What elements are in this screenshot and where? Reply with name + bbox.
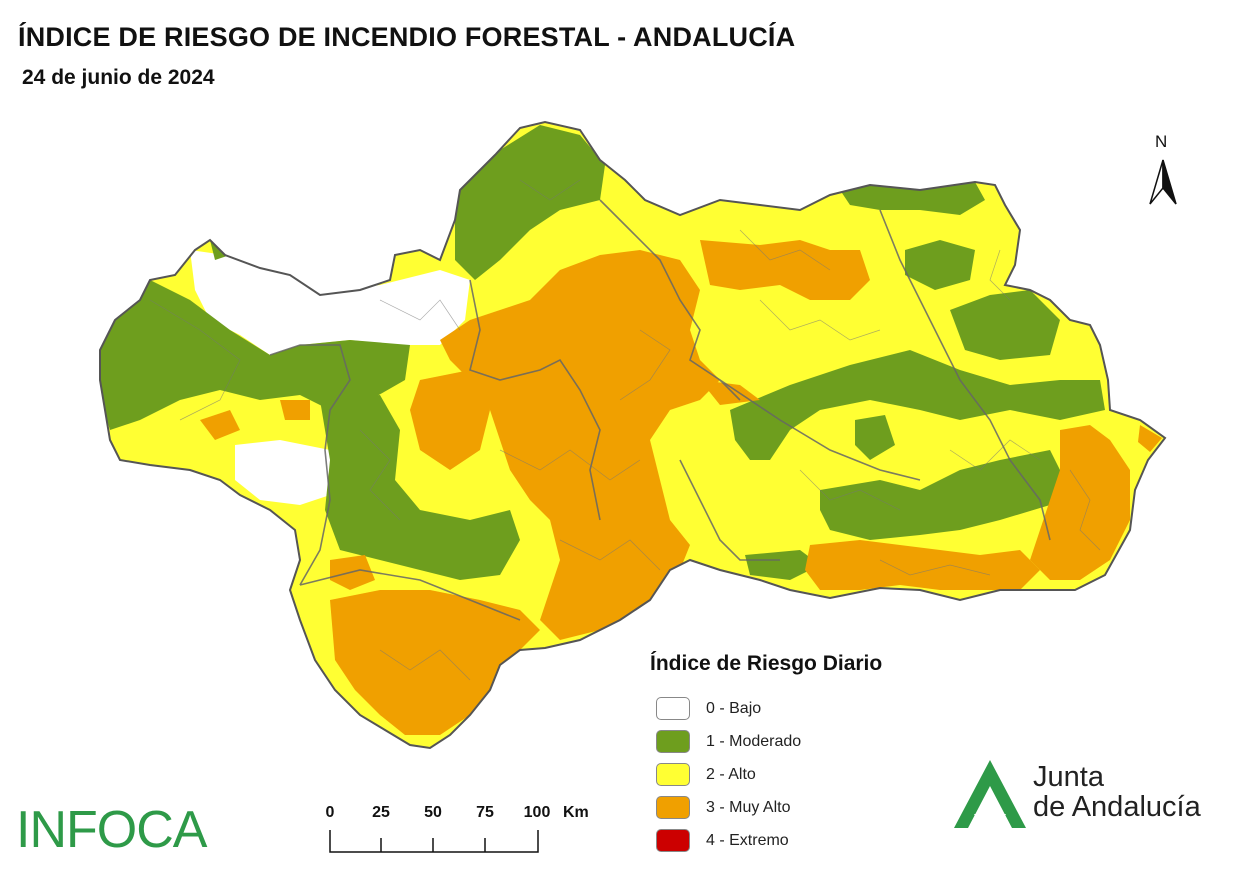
- zone-moderado-cazorla: [950, 290, 1060, 360]
- zone-moderado-sevilla-west: [320, 395, 520, 580]
- legend-item-extremo: 4 - Extremo: [650, 824, 950, 857]
- legend-swatch-alto: [656, 763, 690, 786]
- north-label: N: [1155, 132, 1168, 151]
- scale-bar-line: [329, 830, 539, 853]
- zone-bajo-huelva-coast: [235, 440, 345, 505]
- legend-swatch-bajo: [656, 697, 690, 720]
- zone-moderado-granada: [820, 450, 1065, 540]
- legend-label-moderado: 1 - Moderado: [706, 732, 802, 750]
- scale-tick-100: 100: [523, 804, 551, 821]
- junta-andalucia-text: Junta de Andalucía: [1033, 762, 1201, 822]
- legend-label-muy-alto: 3 - Muy Alto: [706, 798, 791, 816]
- legend-label-bajo: 0 - Bajo: [706, 699, 762, 717]
- scale-tick-0: 0: [325, 804, 335, 821]
- municipal-boundaries: [149, 179, 1101, 681]
- zone-muy-alto-jaen: [700, 240, 870, 300]
- junta-line-2: de Andalucía: [1033, 791, 1201, 823]
- infoca-logo: INFOCA: [16, 801, 207, 859]
- zone-moderado-malaga-east: [745, 550, 820, 580]
- map-date: 24 de junio de 2024: [22, 66, 215, 89]
- zone-muy-alto-huelva-spot-2: [280, 400, 310, 420]
- zone-moderado-jaen-north: [840, 182, 985, 215]
- zone-muy-alto-jaen-south: [700, 380, 760, 405]
- zone-moderado-huelva: [100, 280, 410, 430]
- scale-bar: 0 25 50 75 100 Km: [320, 800, 620, 860]
- legend-title: Índice de Riesgo Diario: [650, 652, 883, 675]
- legend: Índice de Riesgo Diario 0 - Bajo 1 - Mod…: [650, 652, 950, 857]
- province-boundaries: [269, 199, 1051, 621]
- north-arrow-icon: [1149, 159, 1177, 205]
- zone-moderado-sierra-norte: [455, 125, 605, 280]
- scale-tick-25: 25: [372, 804, 390, 821]
- zone-muy-alto-costa-granada: [805, 540, 1040, 590]
- legend-swatch-extremo: [656, 829, 690, 852]
- legend-swatch-moderado: [656, 730, 690, 753]
- legend-item-alto: 2 - Alto: [650, 758, 950, 791]
- junta-line-1: Junta: [1033, 761, 1104, 793]
- zone-bajo-huelva-north: [190, 250, 470, 355]
- zone-moderado-granada-center: [855, 415, 895, 460]
- scale-tick-50: 50: [424, 804, 442, 821]
- junta-andalucia-logo-icon: [954, 760, 1026, 828]
- legend-swatch-muy-alto: [656, 796, 690, 819]
- legend-label-extremo: 4 - Extremo: [706, 831, 789, 849]
- zone-muy-alto-cordoba-sevilla: [440, 250, 720, 640]
- legend-item-moderado: 1 - Moderado: [650, 725, 950, 758]
- legend-item-bajo: 0 - Bajo: [650, 692, 950, 725]
- zone-moderado-jaen-band: [730, 350, 1105, 460]
- map-title: ÍNDICE DE RIESGO DE INCENDIO FORESTAL - …: [18, 22, 796, 52]
- scale-tick-75: 75: [476, 804, 494, 821]
- legend-label-alto: 2 - Alto: [706, 765, 756, 783]
- zone-muy-alto-cadiz: [330, 590, 540, 735]
- zone-moderado-segura: [905, 240, 975, 290]
- zone-muy-alto-cabo-gata: [1138, 425, 1162, 452]
- zone-muy-alto-huelva-spot: [200, 410, 240, 440]
- legend-item-muy-alto: 3 - Muy Alto: [650, 791, 950, 824]
- zone-muy-alto-sevilla: [410, 370, 490, 470]
- scale-unit: Km: [563, 804, 589, 821]
- zone-muy-alto-almeria: [1030, 425, 1130, 580]
